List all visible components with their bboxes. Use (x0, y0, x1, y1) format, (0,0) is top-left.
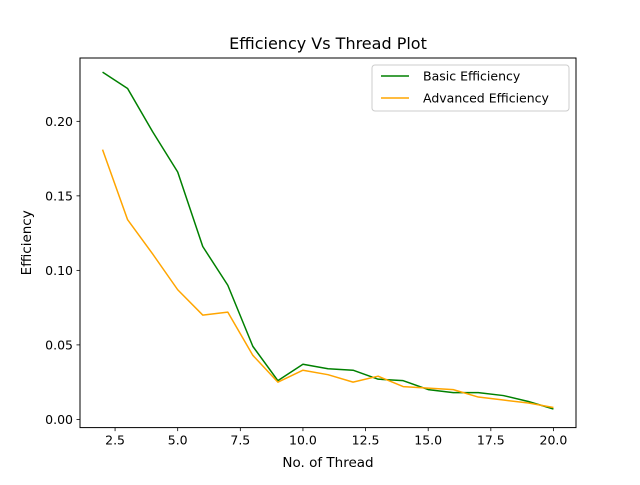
data-point-basic-efficiency (302, 363, 304, 365)
data-point-basic-efficiency (452, 392, 454, 394)
data-point-advanced-efficiency (402, 386, 404, 388)
y-axis-label: Efficiency (19, 210, 35, 275)
data-point-basic-efficiency (528, 401, 530, 403)
x-tick-label: 20.0 (540, 433, 568, 448)
data-point-basic-efficiency (252, 346, 254, 348)
data-point-advanced-efficiency (177, 289, 179, 291)
legend-label-basic-efficiency: Basic Efficiency (423, 69, 521, 84)
data-point-basic-efficiency (202, 246, 204, 248)
data-point-basic-efficiency (352, 369, 354, 371)
series-line-advanced-efficiency (101, 149, 554, 409)
data-point-advanced-efficiency (352, 381, 354, 383)
data-point-advanced-efficiency (503, 399, 505, 401)
x-tick-label: 10.0 (289, 433, 317, 448)
legend-box (371, 64, 570, 112)
data-point-advanced-efficiency (553, 407, 555, 409)
legend-label-advanced-efficiency: Advanced Efficiency (423, 91, 550, 106)
data-point-basic-efficiency (102, 71, 104, 73)
y-tick-label: 0.20 (45, 114, 73, 129)
data-point-advanced-efficiency (528, 402, 530, 404)
data-point-advanced-efficiency (478, 396, 480, 398)
plot-content (101, 71, 555, 410)
data-point-basic-efficiency (478, 392, 480, 394)
data-point-advanced-efficiency (427, 387, 429, 389)
data-point-advanced-efficiency (252, 355, 254, 357)
data-point-basic-efficiency (377, 378, 379, 380)
data-point-basic-efficiency (227, 284, 229, 286)
data-point-advanced-efficiency (127, 219, 129, 221)
y-tick-label: 0.10 (45, 263, 73, 278)
x-axis-label: No. of Thread (282, 455, 373, 471)
data-point-advanced-efficiency (227, 311, 229, 313)
data-point-basic-efficiency (402, 380, 404, 382)
data-point-basic-efficiency (127, 88, 129, 90)
data-point-basic-efficiency (177, 171, 179, 173)
y-axis: 0.00 0.05 0.10 0.15 0.20 (45, 114, 80, 427)
data-point-advanced-efficiency (202, 314, 204, 316)
data-point-basic-efficiency (152, 131, 154, 133)
x-tick-label: 17.5 (477, 433, 505, 448)
data-point-advanced-efficiency (277, 381, 279, 383)
y-tick-label: 0.15 (45, 188, 73, 203)
data-point-advanced-efficiency (452, 389, 454, 391)
y-tick-label: 0.00 (45, 412, 73, 427)
plot-frame (79, 57, 577, 429)
y-tick-label: 0.05 (45, 337, 73, 352)
data-point-basic-efficiency (553, 408, 555, 410)
x-tick-label: 2.5 (105, 433, 125, 448)
x-tick-label: 7.5 (230, 433, 250, 448)
data-point-basic-efficiency (327, 368, 329, 370)
data-point-advanced-efficiency (302, 369, 304, 371)
data-point-advanced-efficiency (102, 149, 104, 151)
legend: Basic Efficiency Advanced Efficiency (371, 64, 570, 112)
x-tick-label: 5.0 (168, 433, 188, 448)
data-point-advanced-efficiency (152, 253, 154, 255)
series-line-basic-efficiency (102, 71, 554, 410)
data-point-basic-efficiency (427, 389, 429, 391)
data-point-advanced-efficiency (377, 375, 379, 377)
x-tick-label: 12.5 (352, 433, 380, 448)
data-point-advanced-efficiency (327, 374, 329, 376)
x-tick-label: 15.0 (414, 433, 442, 448)
x-axis: 2.5 5.0 7.5 10.0 12.5 15.0 17.5 20.0 (105, 427, 568, 448)
chart-title: Efficiency Vs Thread Plot (229, 34, 427, 53)
data-point-basic-efficiency (503, 395, 505, 397)
